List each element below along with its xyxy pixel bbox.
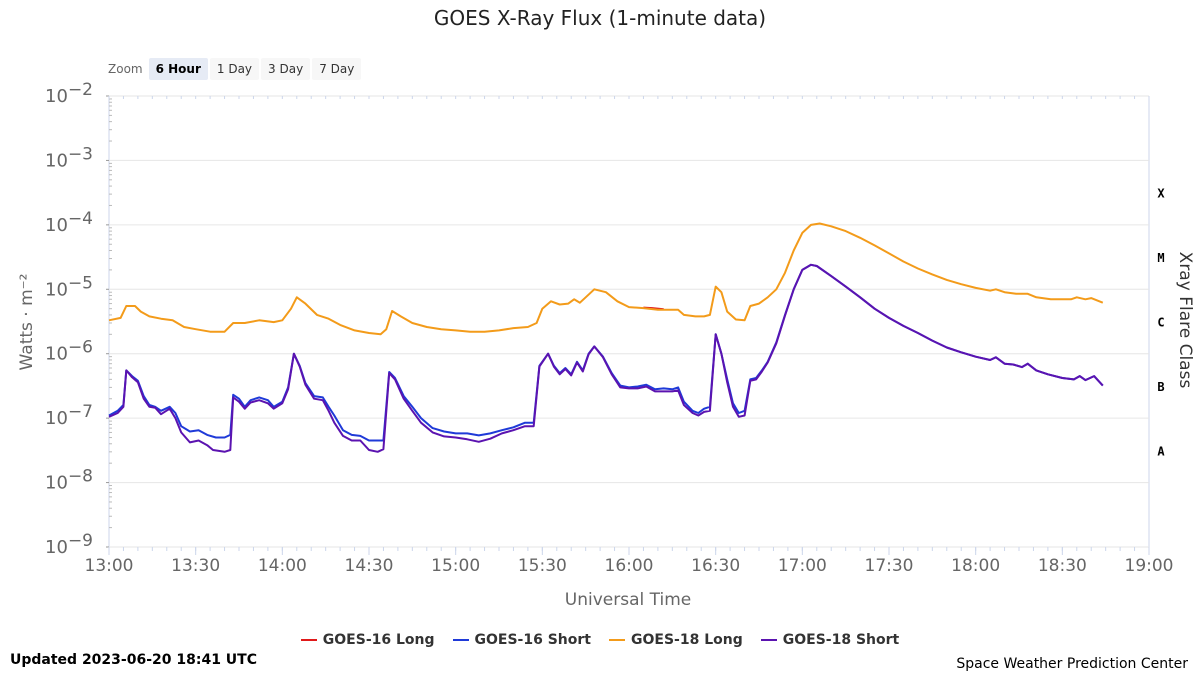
flare-class-m: M xyxy=(1157,251,1164,265)
legend-swatch xyxy=(300,639,317,641)
zoom-7-day-button[interactable]: 7 Day xyxy=(312,58,362,80)
y-tick-label: 10−9 xyxy=(45,531,93,558)
series-goes-18-long xyxy=(108,222,1104,336)
x-tick-label: 16:30 xyxy=(691,556,740,576)
legend-swatch xyxy=(609,639,625,641)
zoom-label: Zoom xyxy=(108,62,143,76)
x-tick-label: 14:00 xyxy=(258,556,307,576)
credit-text: Space Weather Prediction Center xyxy=(956,656,1188,672)
flare-class-a: A xyxy=(1157,444,1165,458)
flare-class-b: B xyxy=(1157,380,1164,394)
series-goes-18-short xyxy=(108,263,1104,453)
legend-label: GOES-16 Short xyxy=(474,632,591,648)
flare-class-axis-label: Xray Flare Class xyxy=(1175,252,1195,389)
legend-goes18-long[interactable]: GOES-18 Long xyxy=(609,632,743,648)
y-tick-label: 10−3 xyxy=(45,144,93,171)
y-tick-label: 10−2 xyxy=(45,80,93,107)
x-tick-label: 13:00 xyxy=(85,556,134,576)
y-tick-label: 10−7 xyxy=(45,402,93,429)
legend-label: GOES-18 Long xyxy=(631,632,743,648)
x-tick-label: 18:30 xyxy=(1038,556,1087,576)
y-tick-label: 10−5 xyxy=(45,273,93,300)
series-goes-16-short xyxy=(108,263,1104,442)
data-series xyxy=(108,222,1104,453)
legend-goes16-long[interactable]: GOES-16 Long xyxy=(300,632,435,648)
y-tick-label: 10−4 xyxy=(45,209,93,236)
legend-goes18-short[interactable]: GOES-18 Short xyxy=(760,632,900,648)
x-tick-label: 14:30 xyxy=(345,556,394,576)
x-tick-label: 17:00 xyxy=(778,556,827,576)
x-tick-label: 17:30 xyxy=(865,556,914,576)
flare-class-x: X xyxy=(1157,187,1165,201)
flare-class-labels: X M C B A xyxy=(1157,187,1165,459)
legend-label: GOES-18 Short xyxy=(782,632,900,648)
zoom-6-hour-button[interactable]: 6 Hour xyxy=(148,58,208,80)
y-tick-label: 10−6 xyxy=(45,338,93,365)
legend-label: GOES-16 Long xyxy=(322,632,435,648)
y-axis-label: Watts · m⁻² xyxy=(17,274,37,371)
chart-legend: GOES-16 Long GOES-16 Short GOES-18 Long … xyxy=(0,632,1200,648)
chart-title: GOES X-Ray Flux (1-minute data) xyxy=(433,6,767,30)
x-tick-label: 15:30 xyxy=(518,556,567,576)
y-tick-label: 10−8 xyxy=(45,467,93,494)
xray-flux-chart: 10−210−310−410−510−610−710−810−9 13:00 13… xyxy=(17,80,1195,610)
flare-class-c: C xyxy=(1157,316,1164,330)
updated-timestamp: Updated 2023-06-20 18:41 UTC xyxy=(10,652,257,668)
x-tick-label: 13:30 xyxy=(171,556,220,576)
legend-swatch xyxy=(760,639,777,641)
x-tick-label: 19:00 xyxy=(1125,556,1174,576)
legend-swatch xyxy=(452,639,469,641)
zoom-3-day-button[interactable]: 3 Day xyxy=(261,58,311,80)
x-tick-label: 16:00 xyxy=(605,556,654,576)
zoom-selector: Zoom 6 Hour 1 Day 3 Day 7 Day xyxy=(108,58,362,80)
y-axis-ticks: 10−2 10−3 10−4 10−5 10−6 10−7 10−8 10−9 xyxy=(45,80,93,558)
legend-goes16-short[interactable]: GOES-16 Short xyxy=(452,632,591,648)
x-axis-label: Universal Time xyxy=(565,590,691,610)
x-axis-ticks: 13:00 13:30 14:00 14:30 15:00 15:30 16:00 16:30… xyxy=(85,96,1174,576)
x-tick-label: 18:00 xyxy=(951,556,1000,576)
zoom-1-day-button[interactable]: 1 Day xyxy=(209,58,260,80)
x-tick-label: 15:00 xyxy=(431,556,480,576)
